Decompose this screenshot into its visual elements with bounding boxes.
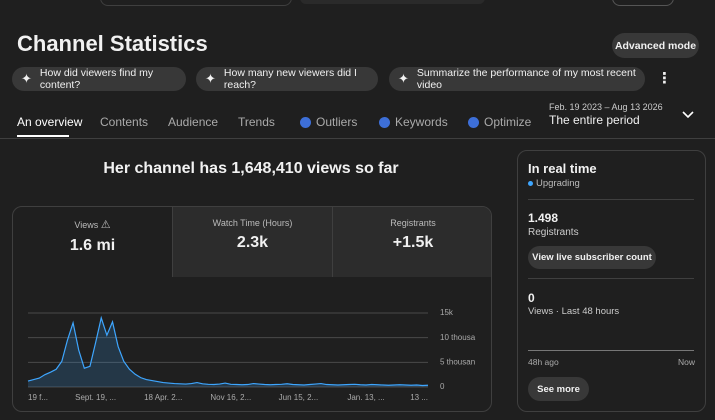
sparkle-icon: ✦ [205,71,216,86]
status-dot [528,180,533,186]
metric-value: +1.5k [392,234,434,251]
metric-tab[interactable]: Views ⚠ 1.6 mi [13,207,172,277]
time-from: 48h ago [528,357,559,367]
divider [528,199,694,200]
metric-tab[interactable]: Registrants +1.5k [332,207,491,277]
tab[interactable]: Trends [238,115,275,129]
tab[interactable]: Contents [100,115,148,129]
x-tick-label: 18 Apr. 2... [144,393,182,402]
chip-label: How did viewers find my content? [39,67,154,91]
tab-label: Keywords [395,115,448,129]
tab[interactable]: Optimize [468,115,531,129]
top-bar-field[interactable] [300,0,485,4]
metric-value: 1.6 mi [69,237,116,254]
y-tick-label: 0 [440,382,445,391]
tab[interactable]: Audience [168,115,218,129]
time-to: Now [677,357,695,367]
tab-underline [17,135,69,137]
y-tick-label: 15k [440,308,454,317]
period-label[interactable]: The entire period [549,113,640,127]
views-label: Views · Last 48 hours [528,306,620,317]
suggestion-chip[interactable]: ✦ How many new viewers did I reach? [196,67,378,91]
metric-value: 2.3k [236,234,269,251]
line [27,315,429,387]
sparkle-icon: ✦ [21,71,32,86]
realtime-baseline [528,350,694,351]
advanced-mode-button[interactable]: Advanced mode [612,33,699,58]
x-tick-label: 13 ... [410,393,428,402]
page-title: Channel Statistics [17,31,208,56]
y-tick-label: 10 thousa [440,333,476,342]
x-tick-label: Jan. 13, ... [347,393,384,402]
tab-label: Optimize [484,115,532,129]
divider [0,138,715,139]
see-more-button[interactable]: See more [528,377,589,401]
x-tick-label: Jun 15, 2... [279,393,319,402]
chip-label: Summarize the performance of my most rec… [416,67,636,91]
chip-label: How many new viewers did I reach? [223,67,357,91]
views-value: 0 [528,291,535,305]
metric-label: Views ⚠ [13,218,172,231]
suggestion-chip[interactable]: ✦ How did viewers find my content? [12,67,186,91]
tab[interactable]: Keywords [379,115,448,129]
tab-label: Contents [100,115,149,129]
registrants-value: 1.498 [528,211,559,225]
tab-icon [468,116,479,128]
tab-label: Trends [238,115,275,129]
metric-label: Registrants [390,218,436,228]
metric-label-text: Views [74,220,99,230]
x-tick-label: 19 f... [28,393,48,402]
views-summary: Her channel has 1,648,410 views so far [103,160,399,177]
registrants-label: Registrants [528,227,579,238]
metric-tab[interactable]: Watch Time (Hours) 2.3k [172,207,332,277]
live-count-button[interactable]: View live subscriber count [528,246,656,269]
period-range: Feb. 19 2023 – Aug 13 2026 [549,102,663,112]
realtime-title: In real time [528,161,597,176]
y-tick-label: 5 thousan [440,357,475,366]
tab-icon [379,116,390,128]
metric-label: Watch Time (Hours) [212,218,293,228]
suggestion-chip[interactable]: ✦ Summarize the performance of my most re… [389,67,645,91]
realtime-card: In real time Upgrading 1.498 Registrants… [517,150,706,412]
sparkle-icon: ✦ [398,71,409,86]
area-fill [28,317,428,387]
status-text: Upgrading [536,178,580,189]
divider [528,278,694,279]
warning-icon: ⚠ [100,219,111,231]
tab[interactable]: Outliers [300,115,357,129]
tab-label: An overview [17,115,83,129]
x-tick-label: Sept. 19, ... [75,393,116,402]
tab-label: Outliers [316,115,358,129]
realtime-status: Upgrading [528,178,580,189]
tab-icon [300,116,311,128]
x-tick-label: Nov 16, 2... [210,393,251,402]
chart-card: Views ⚠ 1.6 mi Watch Time (Hours) 2.3k Reg… [12,206,492,412]
tab[interactable]: An overview [17,115,82,129]
chevron-icon[interactable] [682,110,694,119]
more-menu[interactable]: ⋮ [657,70,672,87]
tab-label: Audience [168,115,219,129]
